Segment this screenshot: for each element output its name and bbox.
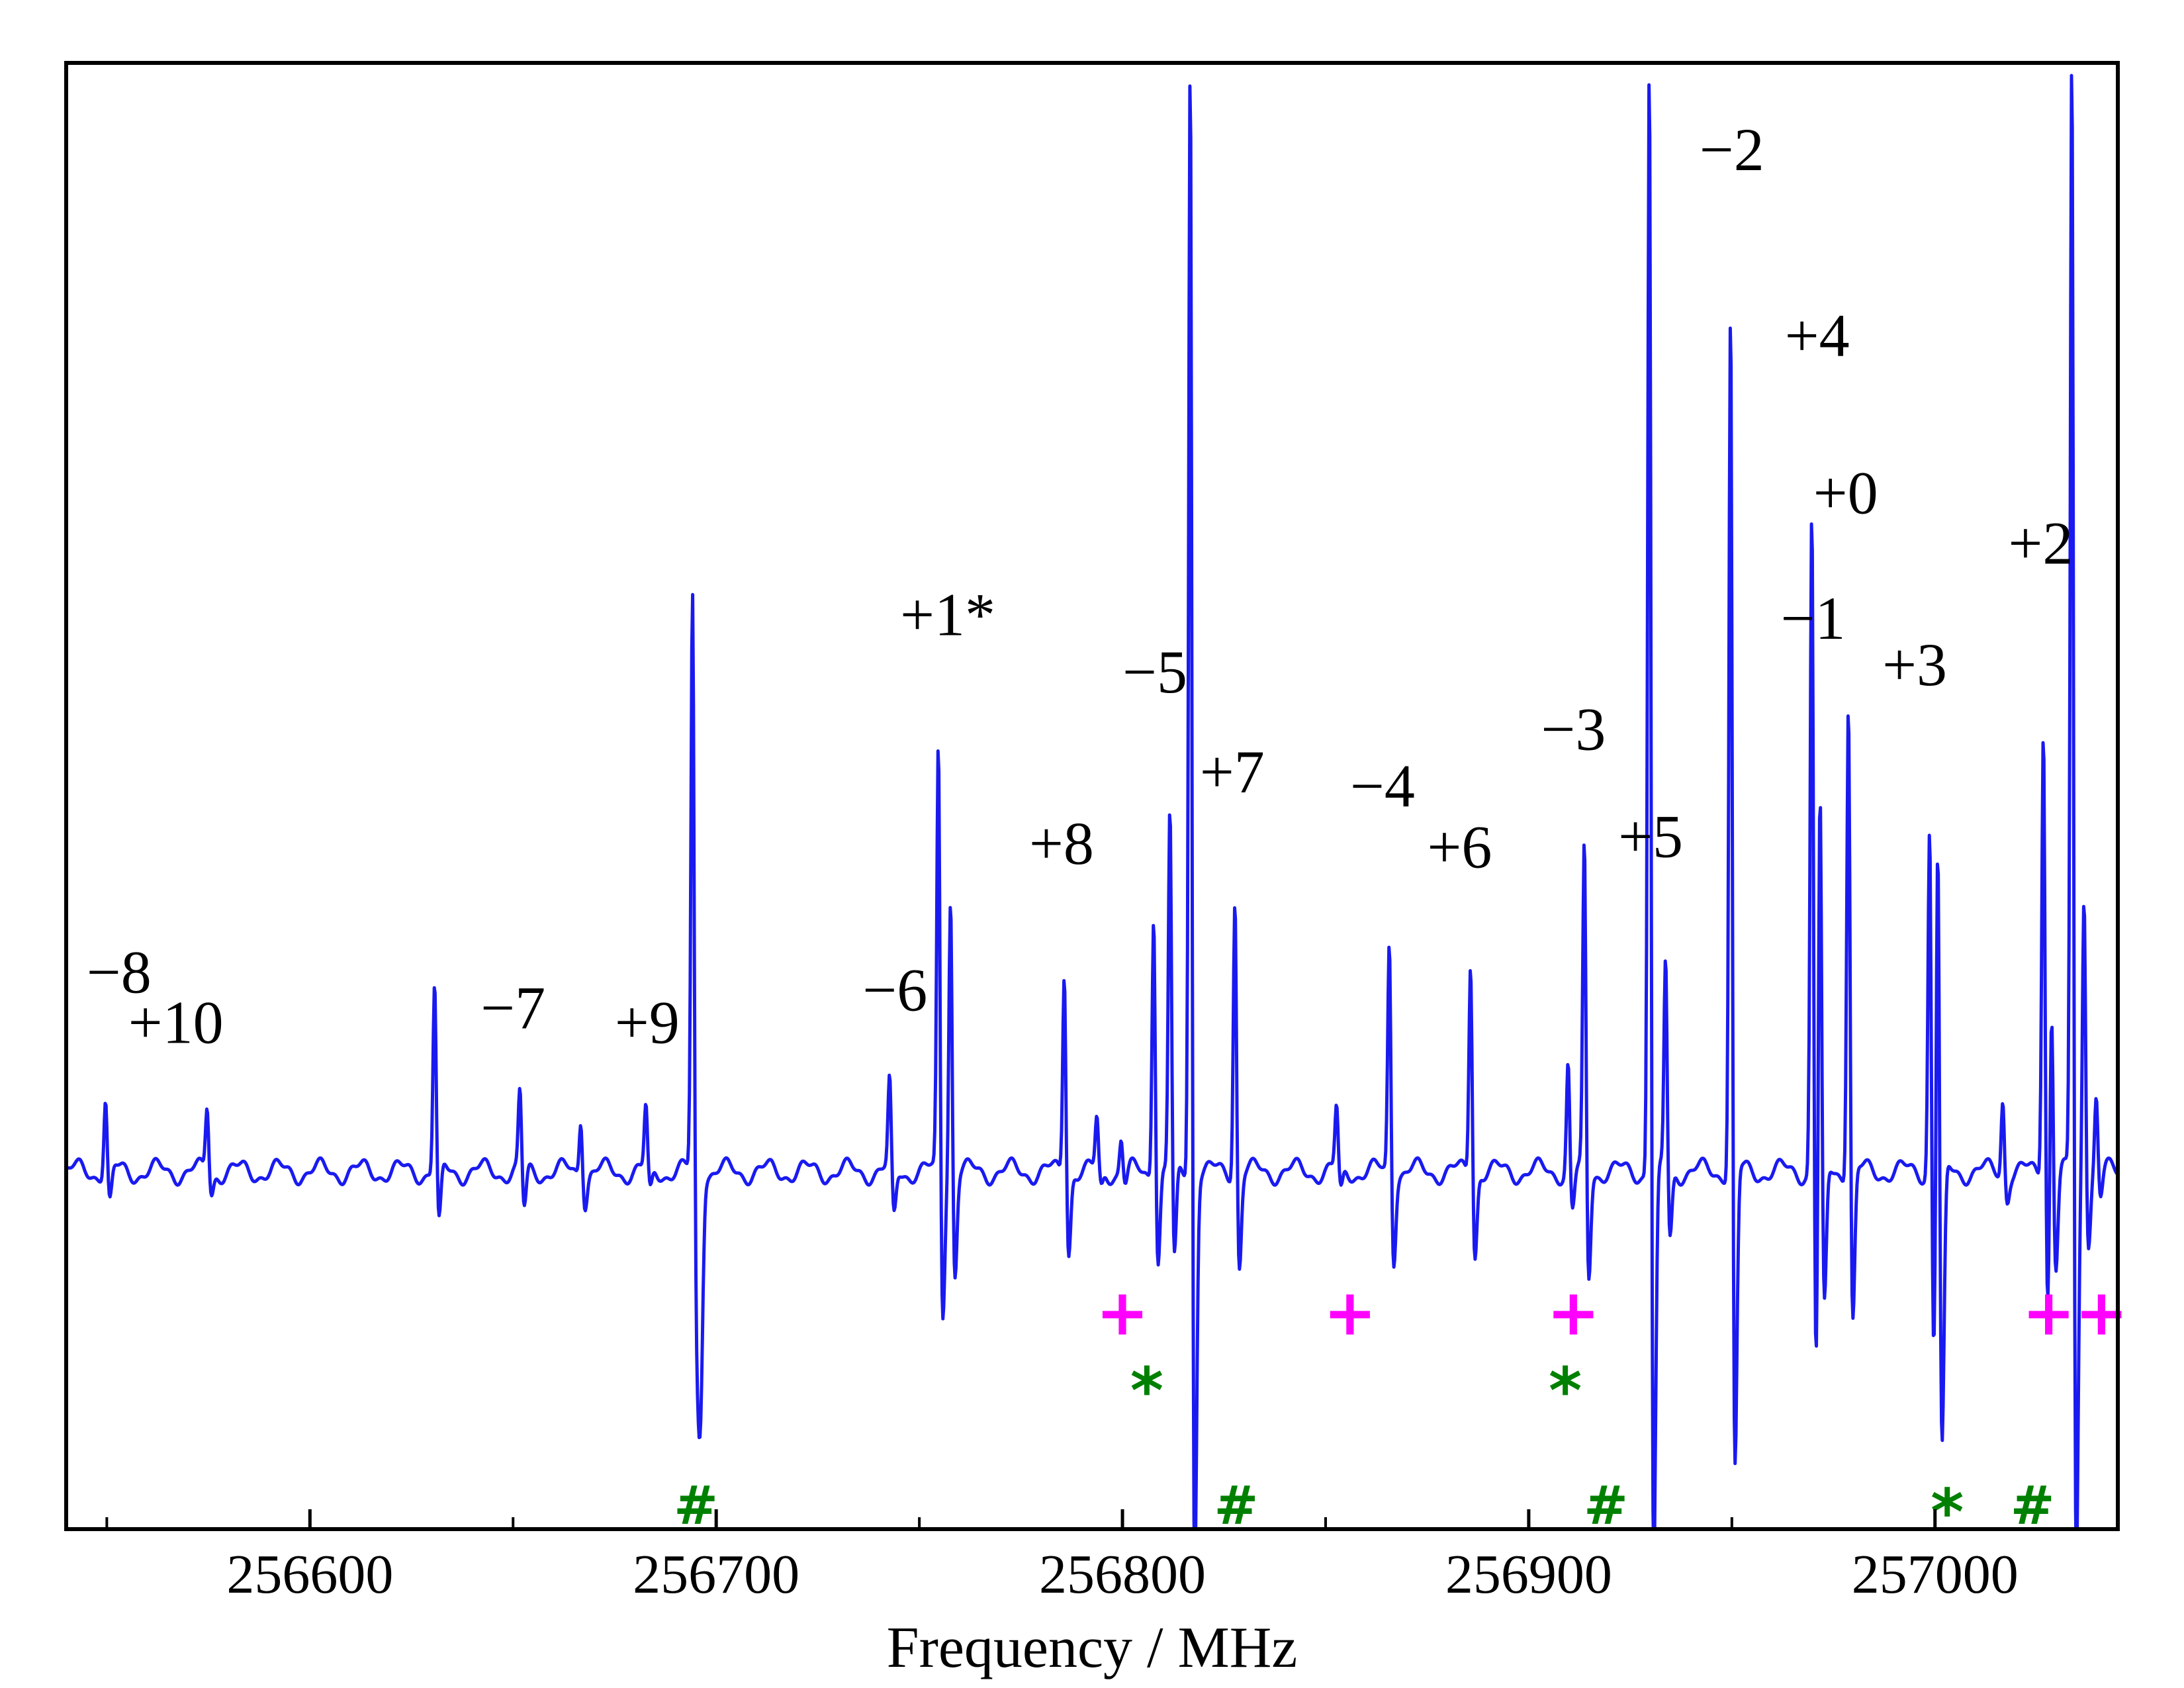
line-label: +0 — [1813, 459, 1878, 527]
x-tick-label: 256600 — [226, 1544, 393, 1605]
marker-hash: # — [1214, 1475, 1258, 1536]
line-label: +9 — [615, 988, 680, 1056]
x-tick-label: 257000 — [1852, 1544, 2019, 1605]
spectrum-trace — [66, 73, 2118, 1529]
marker-plus: + — [1096, 1276, 1149, 1350]
line-label: −4 — [1350, 753, 1415, 820]
line-label: −7 — [480, 974, 545, 1042]
marker-hash: # — [2011, 1475, 2055, 1536]
line-label: −1 — [1781, 585, 1846, 652]
x-axis: 256600 256700 256800 256900 257000 — [105, 1509, 2019, 1605]
marker-plus: + — [1324, 1276, 1377, 1350]
marks-layer: −8+10 −7 +9 −6 +1* +8 −5+7 −4+6 −3+5 −2 +4 +0 −1 +3 +2… — [66, 73, 2128, 1550]
line-label: −8 — [87, 939, 152, 1006]
line-label: −6 — [862, 957, 927, 1024]
line-label: −2 — [1700, 116, 1764, 183]
x-tick-label: 256900 — [1445, 1544, 1612, 1605]
line-label: +1* — [900, 581, 995, 648]
marker-hash: # — [674, 1475, 718, 1536]
marker-plus: + — [1547, 1276, 1600, 1350]
marker-plus: + — [2022, 1276, 2075, 1350]
x-tick-label: 256700 — [633, 1544, 799, 1605]
line-label: −5 — [1122, 638, 1187, 706]
marker-plus: + — [2075, 1276, 2128, 1350]
marker-hash: # — [1584, 1475, 1628, 1536]
marker-star: * — [1549, 1354, 1582, 1429]
line-label: +3 — [1882, 631, 1947, 698]
line-label: +5 — [1618, 802, 1683, 870]
line-label: +6 — [1428, 814, 1492, 881]
x-tick-label: 256800 — [1039, 1544, 1206, 1605]
marker-star: * — [1130, 1354, 1163, 1429]
line-label: +4 — [1785, 302, 1850, 369]
plot-frame — [64, 61, 2120, 1531]
line-label: +7 — [1200, 738, 1265, 806]
line-label: +2 — [2008, 509, 2073, 577]
x-axis-title: Frequency / MHz — [887, 1616, 1298, 1680]
line-label: +10 — [128, 988, 224, 1056]
line-label: −3 — [1541, 695, 1606, 763]
line-label: +8 — [1029, 810, 1094, 877]
